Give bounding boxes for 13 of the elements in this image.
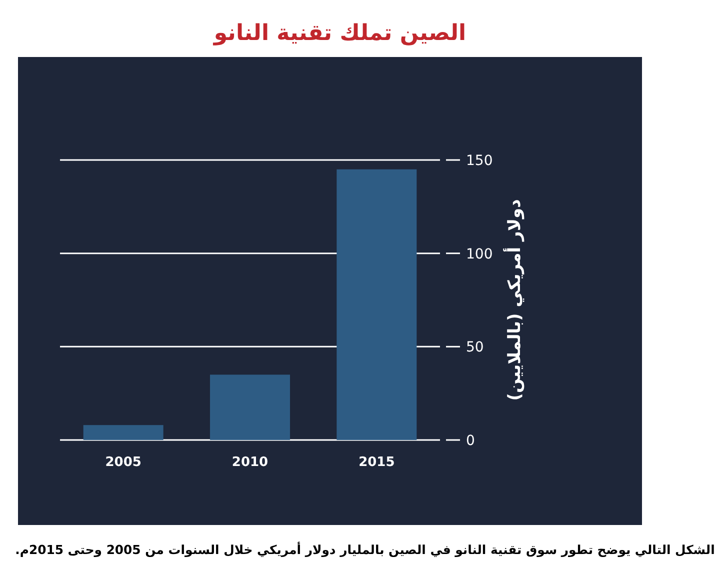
chart-title: الصين تملك تقنية النانو bbox=[212, 21, 466, 46]
bar bbox=[83, 425, 164, 440]
y-axis-title: دولار أمريكي (بالملايين) bbox=[503, 198, 525, 401]
y-tick-label: 0 bbox=[466, 433, 475, 449]
y-tick-label: 50 bbox=[466, 340, 484, 356]
y-tick-label: 150 bbox=[466, 153, 493, 169]
x-tick-label: 2015 bbox=[358, 455, 395, 470]
bar bbox=[210, 374, 290, 440]
x-tick-label: 2010 bbox=[232, 455, 268, 470]
x-tick-label: 2005 bbox=[105, 455, 142, 470]
y-tick-label: 100 bbox=[466, 246, 493, 262]
text: الشكل التالي يوضح تطور سوق تقنية النانو في الصين بالمليار دولار أمريكي خلال السنوات من 2005 وحتى 2015م. bbox=[15, 541, 715, 558]
bar bbox=[336, 169, 417, 440]
